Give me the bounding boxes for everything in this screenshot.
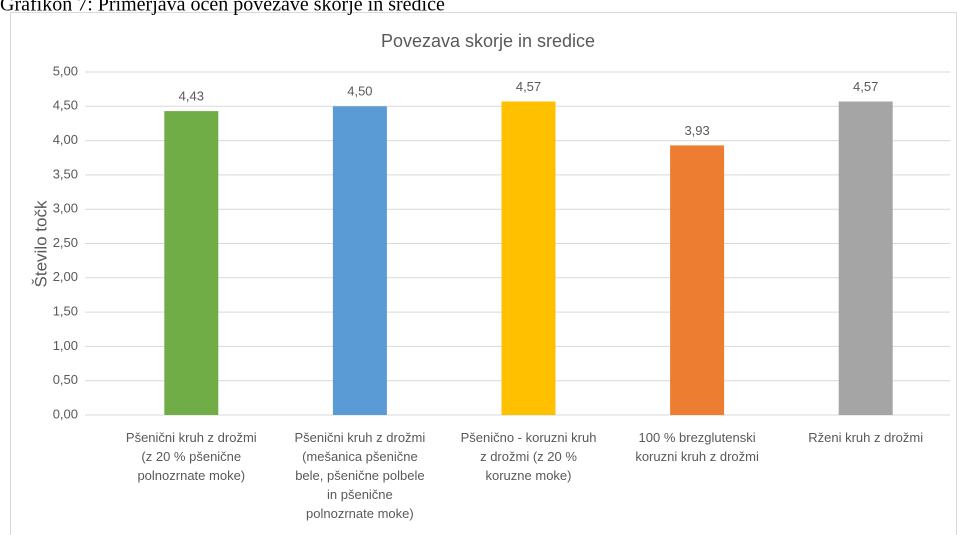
value-label: 4,57: [516, 79, 541, 94]
y-tick-label: 0,00: [53, 406, 78, 421]
bar: [838, 101, 893, 416]
y-tick-label: 0,50: [53, 372, 78, 387]
y-tick-label: 2,50: [53, 235, 78, 250]
value-label: 4,50: [347, 84, 372, 99]
y-tick-label: 4,00: [53, 132, 78, 147]
y-tick-label: 3,00: [53, 201, 78, 216]
x-tick-label: Rženi kruh z drožmi: [808, 430, 924, 445]
chart-title: Povezava skorje in sredice: [381, 31, 595, 51]
bar: [332, 106, 387, 416]
y-tick-label: 2,00: [53, 269, 78, 284]
x-tick-label: Pšenični kruh z drožmi (z 20 % pšenične …: [125, 430, 257, 483]
y-tick-label: 5,00: [53, 63, 78, 78]
y-tick-label: 4,50: [53, 98, 78, 113]
value-label: 4,43: [179, 89, 204, 104]
bar: [670, 145, 725, 416]
x-tick-label: Pšenični kruh z drožmi (mešanica pšeničn…: [294, 430, 426, 521]
bar: [164, 111, 219, 416]
value-label: 3,93: [684, 123, 709, 138]
y-tick-label: 1,00: [53, 338, 78, 353]
x-tick-label: 100 % brezglutenski koruzni kruh z drožm…: [635, 430, 759, 464]
bar: [501, 101, 556, 416]
y-axis-label: Število točk: [31, 200, 50, 287]
value-label: 4,57: [853, 79, 878, 94]
caption: Grafikon 7: Primerjava ocen povezave sko…: [0, 0, 445, 16]
x-tick-label: Pšenično - koruzni kruh z drožmi (z 20 %…: [460, 430, 597, 483]
y-tick-label: 1,50: [53, 304, 78, 319]
y-tick-label: 3,50: [53, 166, 78, 181]
